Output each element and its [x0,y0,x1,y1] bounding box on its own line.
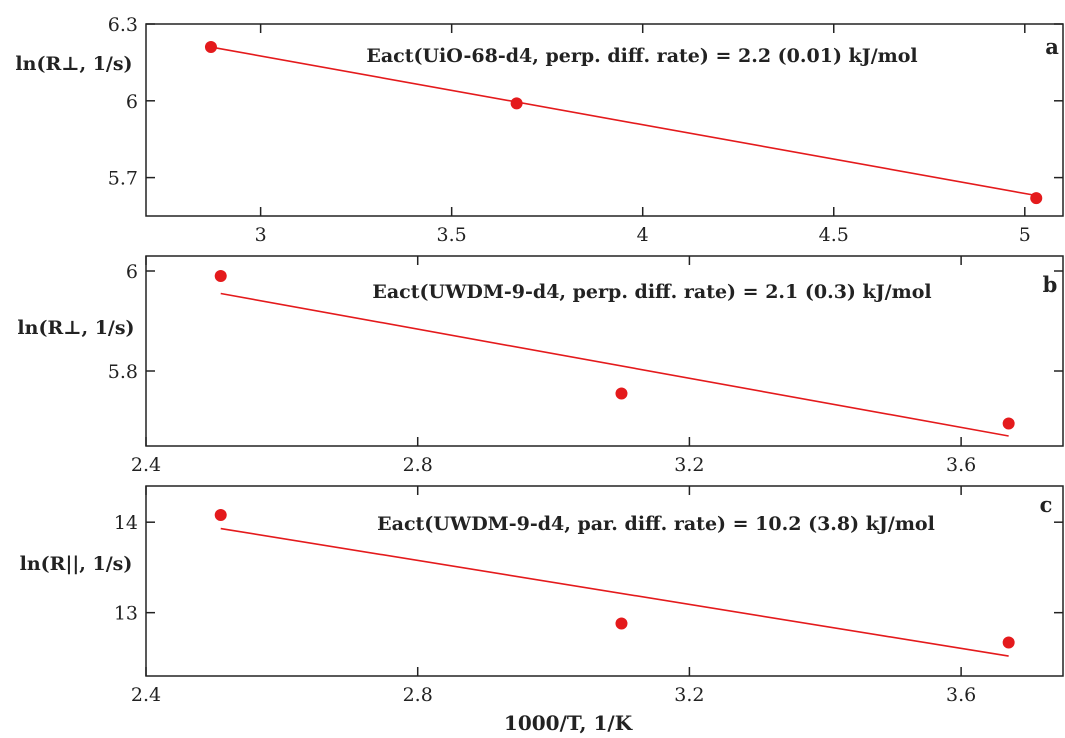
y-tick-label: 6 [126,91,138,113]
panel-c: 2.4 2.8 3.2 3.6 13 14 Eact(UWDM-9-d4, par. dif… [20,485,1064,706]
data-point [214,270,227,282]
x-tick-label: 2.4 [131,684,161,706]
x-tick-label: 3.2 [674,454,704,476]
data-point [1002,417,1015,430]
plot-frame [145,255,1064,447]
x-tick-label: 3 [255,224,267,246]
data-point [214,508,227,521]
x-tick-label: 2.4 [131,454,161,476]
data-point [510,97,523,110]
x-tick-label: 2.8 [403,454,433,476]
y-tick-label: 5.7 [108,168,138,190]
y-tick-label: 5.8 [108,361,138,383]
fit-line [220,292,1009,437]
y-tick-label: 13 [114,603,138,625]
x-tick-label: 4.5 [819,224,849,246]
y-axis-label: ln(R⊥, 1/s) [15,53,132,75]
x-tick-label: 4 [637,224,649,246]
x-tick-label: 3.6 [946,684,976,706]
x-tick-label: 2.8 [403,684,433,706]
panel-b: 2.4 2.8 3.2 3.6 5.8 6 Eact(UWDM-9-d4, perp. di… [17,255,1064,476]
y-tick-label: 14 [114,512,138,534]
x-axis-label: 1000/T, 1/K [504,711,633,735]
y-tick-label: 6.3 [108,14,138,36]
fit-line [210,46,1037,197]
data-point [615,617,628,630]
plot-frame [145,23,1064,217]
panel-letter: a [1045,34,1059,59]
panel-letter: c [1040,492,1053,517]
x-tick-label: 3.5 [437,224,467,246]
data-point [615,387,628,400]
activation-energy-annotation: Eact(UWDM-9-d4, perp. diff. rate) = 2.1 … [372,281,931,303]
x-tick-label: 3.2 [674,684,704,706]
y-axis-label: ln(R||, 1/s) [20,553,133,575]
data-point [1002,636,1015,649]
y-tick-label: 6 [126,261,138,283]
data-point [204,41,217,54]
panel-letter: b [1043,272,1058,297]
fit-line [220,527,1009,657]
plot-frame [145,485,1064,677]
panel-a: 3 3.5 4 4.5 5 5.7 6 6.3 Eact(UiO-68-d4, perp. di… [15,14,1064,246]
x-tick-label: 5 [1019,224,1031,246]
x-tick-label: 3.6 [946,454,976,476]
data-point [1030,192,1043,205]
activation-energy-annotation: Eact(UiO-68-d4, perp. diff. rate) = 2.2 … [366,45,917,67]
activation-energy-annotation: Eact(UWDM-9-d4, par. diff. rate) = 10.2 … [377,513,935,535]
y-axis-label: ln(R⊥, 1/s) [17,317,134,339]
